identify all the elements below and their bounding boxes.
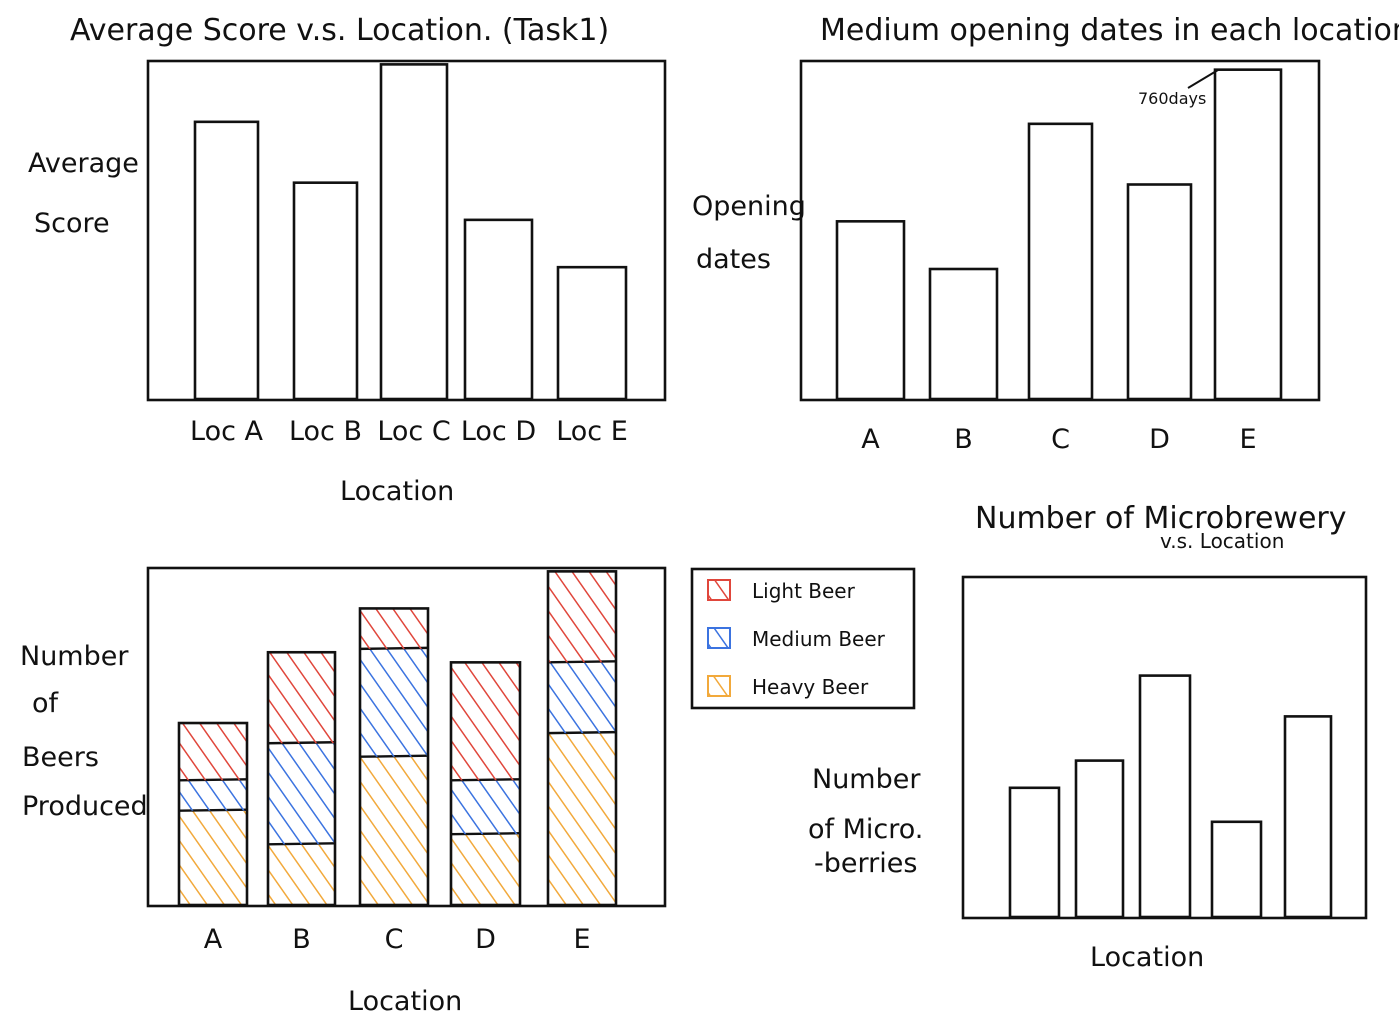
chart1-bar-4 xyxy=(463,218,534,401)
chart2-ylabel-line2: dates xyxy=(696,244,771,275)
chart3-bar-4-segment-heavy-beer xyxy=(451,834,520,905)
legend-label-heavy-beer: Heavy Beer xyxy=(752,675,869,699)
chart2-bar-2 xyxy=(928,267,999,401)
chart4-ylabel-line3: -berries xyxy=(814,848,917,879)
chart1-bar-2 xyxy=(292,181,359,401)
chart2-annotation: 760days xyxy=(1138,89,1206,108)
chart1-bar-5 xyxy=(556,265,628,401)
chart3-bar-4-outline xyxy=(449,661,522,907)
legend-swatch-medium-beer xyxy=(707,627,731,649)
chart2-tick-label-4: D xyxy=(1149,424,1170,455)
chart1-tick-label-3: Loc C xyxy=(377,416,450,447)
chart3-bar-5-segment-medium-beer xyxy=(548,662,616,734)
chart-opening-dates: Medium opening dates in each location A B… xyxy=(692,13,1399,455)
chart3-tick-label-2: B xyxy=(292,924,311,955)
chart4-ylabel-line1: Number xyxy=(812,764,921,795)
chart4-bar-3 xyxy=(1138,674,1192,919)
chart3-bar-2-segment-medium-beer xyxy=(268,743,335,845)
chart4-title-line2: v.s. Location xyxy=(1160,529,1284,553)
chart2-annotation-pointer xyxy=(1187,69,1219,89)
chart3-bar-5-segment-heavy-beer xyxy=(548,733,616,905)
chart3-bar-3-segment-medium-beer xyxy=(360,648,428,757)
chart3-legend: Light Beer Medium Beer Heavy Beer xyxy=(690,567,916,710)
chart1-ylabel-line2: Score xyxy=(34,208,110,239)
legend-swatch-light-beer xyxy=(707,579,731,601)
chart1-title: Average Score v.s. Location. (Task1) xyxy=(70,13,609,48)
chart4-bar-1 xyxy=(1008,786,1061,919)
chart2-tick-label-2: B xyxy=(954,424,973,455)
chart-microbrewery: Number of Microbrewery v.s. Location Loc… xyxy=(808,501,1368,973)
chart3-bar-1-outline xyxy=(177,721,249,907)
chart3-bar-2-outline xyxy=(266,650,337,907)
chart3-bar-1-segment-heavy-beer xyxy=(179,810,247,905)
chart3-bar-4-segment-light-beer xyxy=(451,662,520,781)
chart2-bar-3 xyxy=(1027,122,1094,401)
chart-average-score: Average Score v.s. Location. (Task1) Loc… xyxy=(28,13,667,507)
chart3-bar-3-outline xyxy=(358,607,430,907)
chart4-title-line1: Number of Microbrewery xyxy=(975,501,1347,536)
chart4-bar-2 xyxy=(1074,759,1125,919)
legend-swatch-heavy-beer xyxy=(707,675,731,697)
chart2-bar-1 xyxy=(835,220,906,401)
chart2-ylabel-line1: Opening xyxy=(692,191,806,222)
chart3-bar-5-segment-light-beer xyxy=(548,571,616,663)
chart3-bar-4-segment-medium-beer xyxy=(451,780,520,835)
chart3-bar-3-segment-heavy-beer xyxy=(360,756,428,905)
chart1-bar-1 xyxy=(193,120,260,401)
chart1-bar-3 xyxy=(379,63,449,401)
chart4-bar-4 xyxy=(1210,820,1263,919)
chart2-tick-label-5: E xyxy=(1239,424,1256,455)
chart3-ylabel-line3: Beers xyxy=(22,742,99,773)
legend-label-light-beer: Light Beer xyxy=(752,579,856,603)
chart3-tick-label-4: D xyxy=(475,924,496,955)
chart3-xlabel: Location xyxy=(348,986,462,1017)
chart3-ylabel-line2: of xyxy=(32,688,60,719)
chart1-tick-label-2: Loc B xyxy=(289,416,362,447)
chart4-xlabel: Location xyxy=(1090,942,1204,973)
chart2-bar-4 xyxy=(1126,183,1193,401)
legend-label-medium-beer: Medium Beer xyxy=(752,627,886,651)
chart2-tick-label-1: A xyxy=(861,424,880,455)
chart1-ylabel-line1: Average xyxy=(28,148,139,179)
chart3-bar-2-segment-light-beer xyxy=(268,652,335,744)
chart3-bar-2-segment-heavy-beer xyxy=(268,844,335,905)
chart1-tick-label-1: Loc A xyxy=(190,416,264,447)
chart3-bar-1-segment-light-beer xyxy=(179,723,247,781)
chart2-title: Medium opening dates in each location xyxy=(820,13,1399,48)
chart3-ylabel-line1: Number xyxy=(20,641,129,672)
chart2-bar-5 xyxy=(1213,68,1283,401)
chart1-tick-label-4: Loc D xyxy=(461,416,536,447)
chart3-bar-3-segment-light-beer xyxy=(360,608,428,649)
legend-box xyxy=(690,567,916,710)
chart2-tick-label-3: C xyxy=(1051,424,1070,455)
chart4-ylabel-line2: of Micro. xyxy=(808,814,923,845)
chart1-xlabel: Location xyxy=(340,476,454,507)
chart3-ylabel-line4: Produced xyxy=(22,791,148,822)
chart3-tick-label-1: A xyxy=(204,924,223,955)
chart3-tick-label-3: C xyxy=(385,924,404,955)
chart3-tick-label-5: E xyxy=(573,924,590,955)
chart3-bar-5-outline xyxy=(546,570,618,907)
chart4-bar-5 xyxy=(1283,715,1333,919)
chart1-tick-label-5: Loc E xyxy=(556,416,628,447)
chart3-bar-1-segment-medium-beer xyxy=(179,780,247,811)
